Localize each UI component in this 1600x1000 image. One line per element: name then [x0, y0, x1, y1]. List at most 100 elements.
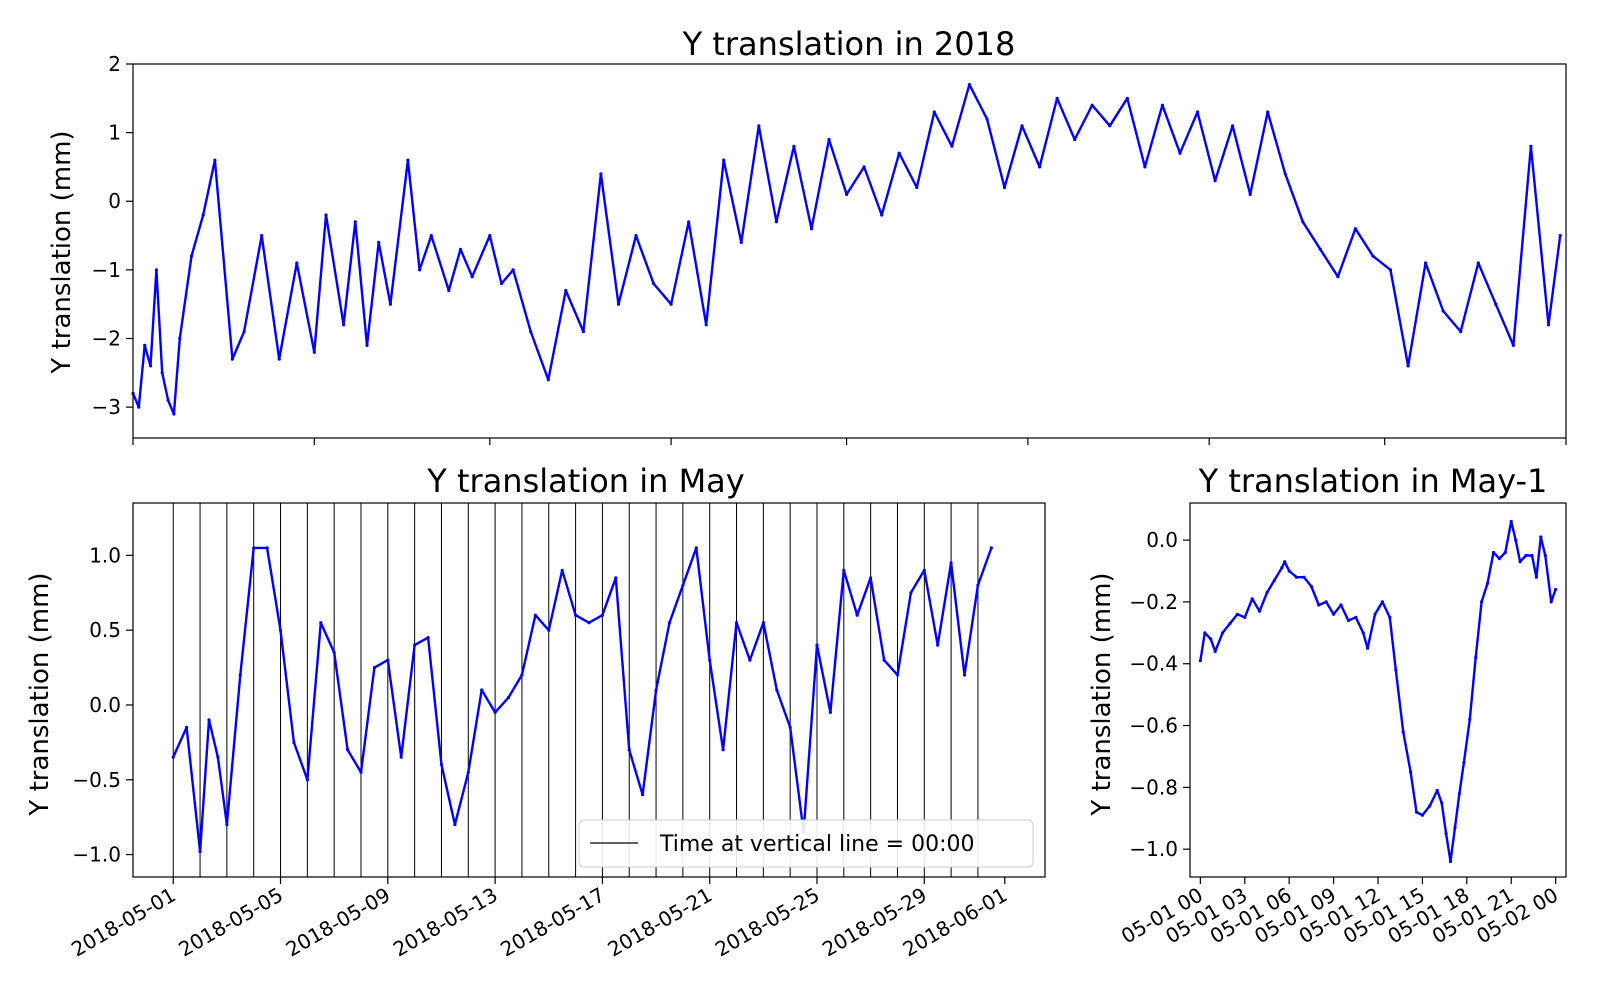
data-point [708, 658, 712, 662]
data-point [809, 227, 814, 231]
data-point [845, 192, 849, 196]
data-point [1503, 550, 1507, 555]
panel-may-1-plot-area [1198, 519, 1558, 864]
data-point [949, 561, 953, 565]
data-point [1213, 179, 1217, 183]
data-point [792, 144, 796, 148]
data-point [1353, 227, 1357, 231]
data-point [137, 405, 141, 409]
data-point [1250, 597, 1254, 601]
panel-may-plot-area [171, 546, 994, 854]
panel-may-midnight-lines [172, 503, 979, 877]
data-point [198, 850, 202, 854]
data-point [587, 621, 591, 625]
data-point [242, 330, 246, 334]
ytick-label: 2 [108, 52, 121, 76]
data-point [880, 213, 884, 217]
data-point [230, 357, 234, 361]
data-point [1108, 124, 1112, 128]
ytick-label: 0.0 [89, 693, 121, 717]
data-point [775, 688, 779, 692]
data-point [166, 398, 170, 402]
data-point [1055, 96, 1059, 100]
data-point [962, 673, 967, 677]
panel-2018-title: Y translation in 2018 [682, 25, 1016, 63]
data-point [1143, 165, 1147, 169]
data-point [1221, 631, 1225, 635]
data-point [1448, 859, 1453, 864]
data-point [895, 673, 900, 677]
data-point [722, 158, 726, 162]
xtick-label: 2018-05-21 [604, 883, 717, 962]
data-point [614, 576, 618, 580]
ytick-label: −1 [92, 258, 121, 282]
data-point [260, 234, 264, 238]
data-point [1509, 519, 1513, 524]
data-point [1266, 110, 1270, 114]
data-point [827, 137, 831, 142]
data-point [1125, 96, 1129, 100]
panel-may-1-ylabel: Y translation (mm) [1087, 572, 1117, 816]
data-point [207, 718, 211, 722]
data-point [1518, 560, 1522, 564]
ytick-label: −1.0 [72, 843, 121, 867]
data-point [172, 412, 176, 416]
data-point [1073, 137, 1077, 142]
data-point [1543, 553, 1547, 558]
data-point [1424, 261, 1428, 265]
data-point [950, 144, 954, 148]
data-point [488, 234, 492, 238]
ytick-label: −0.8 [1129, 775, 1178, 799]
data-point [388, 302, 392, 306]
data-point [1366, 646, 1370, 650]
data-point [499, 282, 504, 286]
data-point [616, 302, 621, 306]
data-point [1302, 575, 1306, 579]
data-point [359, 770, 363, 774]
panel-may-1-title: Y translation in May-1 [1198, 462, 1548, 500]
data-point [627, 748, 631, 752]
data-point [1414, 810, 1419, 814]
data-point [862, 165, 866, 169]
ytick-label: 0.5 [89, 618, 121, 642]
data-point [936, 643, 940, 647]
data-point [1457, 791, 1461, 796]
data-point [828, 710, 833, 715]
data-point [143, 343, 147, 347]
data-point [922, 568, 926, 572]
data-point [681, 583, 685, 587]
data-point [346, 748, 350, 752]
data-point [1497, 557, 1501, 561]
data-point [332, 651, 336, 655]
data-point [1524, 553, 1528, 558]
data-point [160, 371, 164, 375]
xtick-label: 2018-05-17 [496, 883, 609, 962]
ytick-label: −0.6 [1129, 714, 1178, 738]
data-point [1228, 621, 1232, 626]
data-point [1529, 144, 1533, 148]
panel-2018-xticks [132, 438, 1567, 445]
data-point [654, 688, 658, 692]
data-point [277, 357, 281, 361]
data-point [1090, 103, 1094, 107]
data-point [529, 330, 533, 334]
data-point [238, 673, 242, 677]
data-point [1287, 569, 1291, 573]
data-point [976, 583, 980, 587]
data-point [1361, 631, 1365, 635]
data-point [406, 158, 410, 162]
data-point [985, 117, 989, 121]
data-point [1295, 575, 1299, 579]
data-point [687, 220, 691, 224]
data-point [429, 234, 433, 238]
panel-may-ylabel: Y translation (mm) [25, 572, 55, 816]
data-point [447, 288, 451, 293]
ytick-label: 1.0 [89, 543, 121, 567]
data-point [761, 621, 766, 625]
data-point [1209, 637, 1213, 641]
data-point [1243, 615, 1247, 620]
data-point [788, 725, 792, 730]
data-point [453, 823, 457, 827]
data-point [1301, 220, 1305, 224]
data-point [734, 621, 739, 625]
